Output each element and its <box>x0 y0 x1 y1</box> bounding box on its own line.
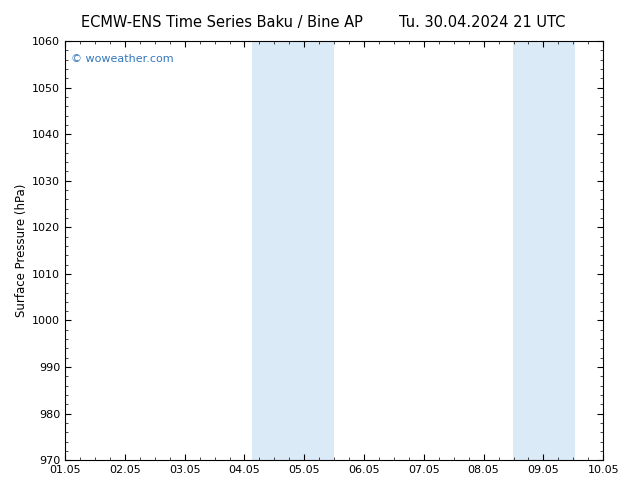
Text: ECMW-ENS Time Series Baku / Bine AP: ECMW-ENS Time Series Baku / Bine AP <box>81 15 363 30</box>
Bar <box>252 41 334 460</box>
Text: Tu. 30.04.2024 21 UTC: Tu. 30.04.2024 21 UTC <box>399 15 565 30</box>
Text: © woweather.com: © woweather.com <box>70 53 173 64</box>
Y-axis label: Surface Pressure (hPa): Surface Pressure (hPa) <box>15 184 28 318</box>
Bar <box>512 41 575 460</box>
